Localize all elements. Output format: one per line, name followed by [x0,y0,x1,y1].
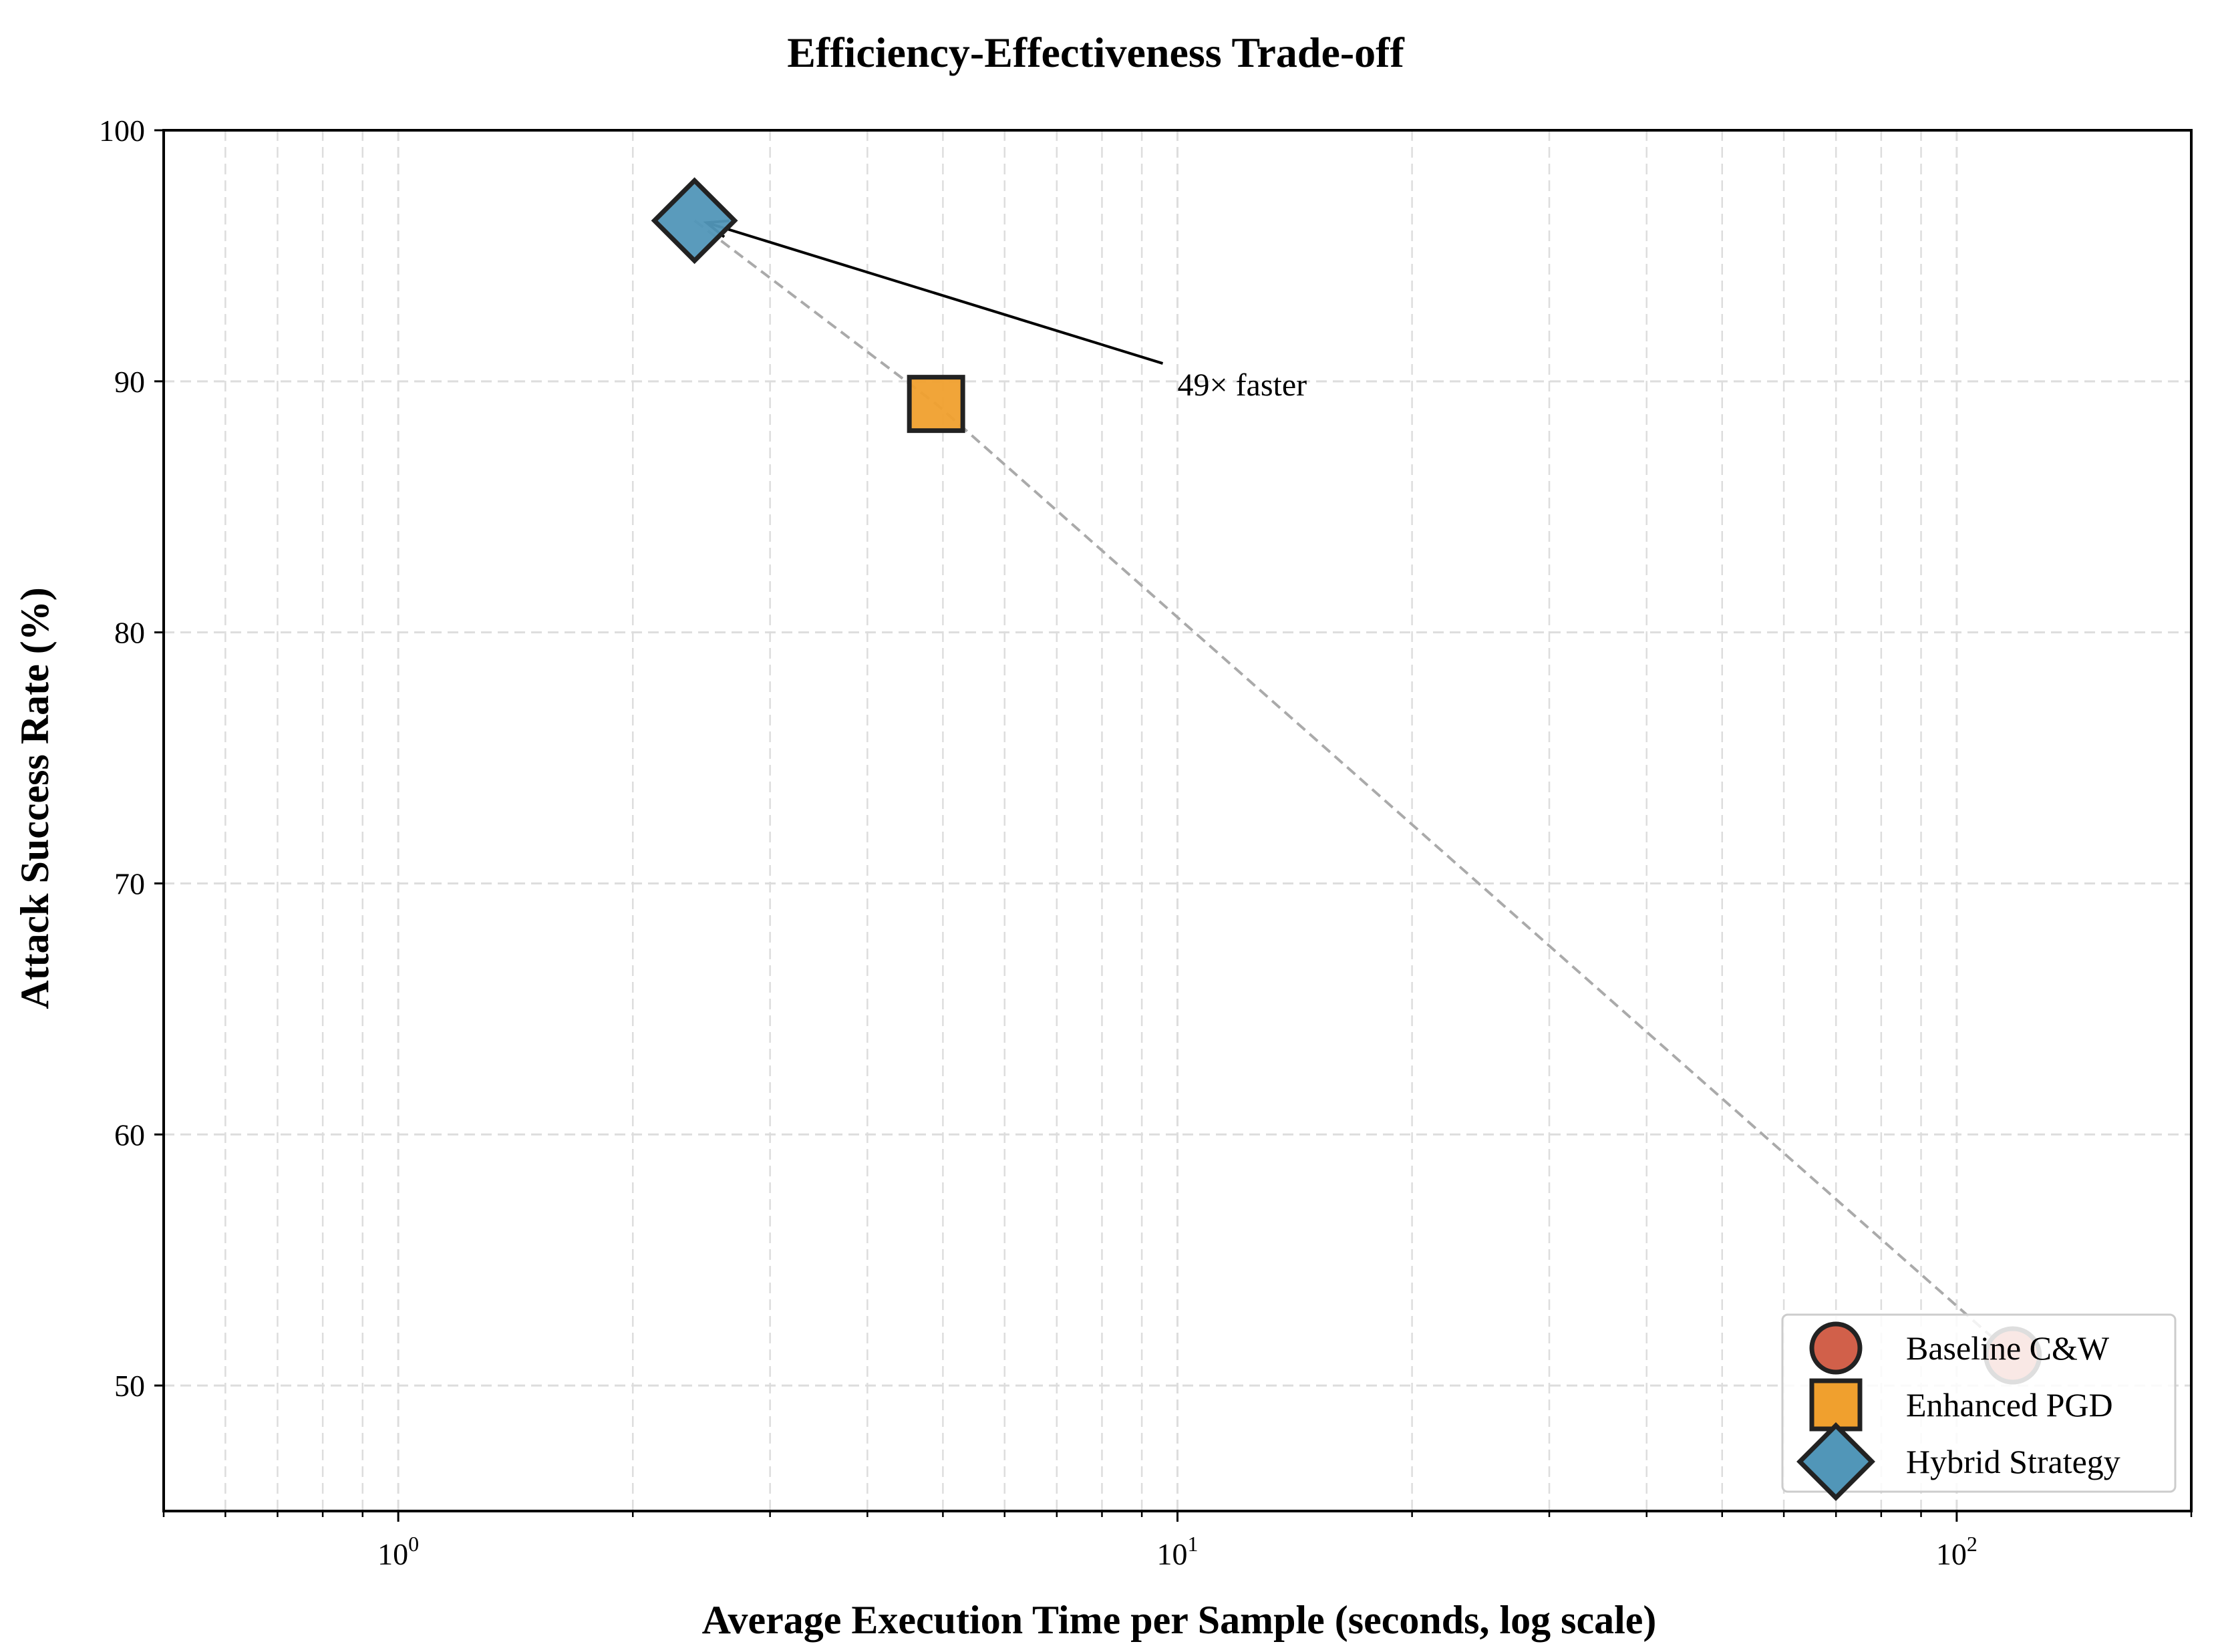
annotation-arrow-shaft [705,221,1164,365]
y-tick-label: 60 [114,1118,145,1152]
legend-marker-enhanced-pgd [1809,1378,1863,1432]
y-axis-label: Attack Success Rate (%) [13,587,57,1009]
x-tick-label: 101 [1157,1532,1199,1571]
legend-label-baseline-c-w: Baseline C&W [1906,1329,2110,1367]
x-tick-label: 100 [377,1532,419,1571]
legend: Baseline C&W Enhanced PGD Hybrid Strategy [1781,1313,2177,1501]
y-tick-label: 90 [114,365,145,399]
legend-label-hybrid-strategy: Hybrid Strategy [1906,1443,2120,1480]
legend-frame [1781,1313,2177,1493]
y-tick-label: 70 [114,866,145,900]
y-tick-label: 100 [99,114,145,148]
annotation-label: 49× faster [1178,367,1307,403]
data-point-enhanced-pgd [907,375,965,434]
chart-title: Efficiency-Effectiveness Trade-off [787,29,1404,76]
legend-label-enhanced-pgd: Enhanced PGD [1906,1386,2113,1424]
y-tick-label: 50 [114,1369,145,1403]
y-tick-label: 80 [114,616,145,650]
grid [162,129,2193,1511]
x-tick-label: 102 [1936,1532,1977,1571]
legend-marker-baseline-c-w [1809,1321,1863,1375]
x-axis-label: Average Execution Time per Sample (secon… [702,1598,1657,1642]
data-point-hybrid-strategy [651,177,738,265]
axis-ticks: 50 60 70 80 90 100 100 101 102 [99,114,2193,1571]
legend-marker-hybrid-strategy [1796,1422,1875,1501]
